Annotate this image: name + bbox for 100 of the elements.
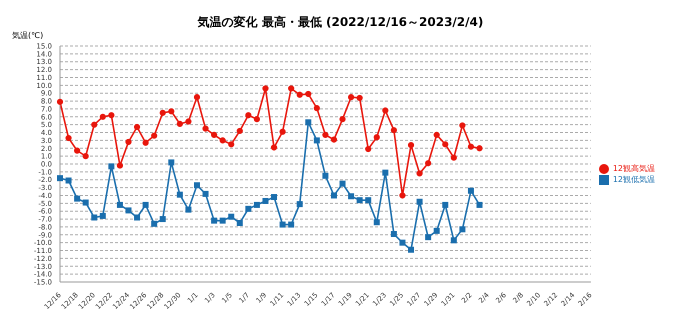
- point: [450, 237, 457, 244]
- point: [271, 194, 278, 200]
- point: [160, 216, 166, 222]
- point: [151, 220, 158, 227]
- point: [374, 219, 380, 226]
- point: [254, 116, 260, 122]
- point: [425, 234, 432, 240]
- point: [434, 132, 440, 138]
- point: [176, 192, 183, 198]
- point: [56, 98, 64, 105]
- point: [228, 214, 234, 220]
- point: [57, 175, 63, 182]
- point: [382, 170, 388, 176]
- point: [468, 188, 474, 194]
- point: [185, 206, 192, 213]
- point: [125, 138, 132, 146]
- point: [339, 116, 346, 122]
- legend-label: 12観高気温: [612, 164, 655, 173]
- point: [382, 107, 388, 114]
- point: [305, 119, 312, 126]
- point: [100, 212, 106, 219]
- point: [220, 218, 226, 224]
- point: [211, 218, 218, 224]
- chart-title: 気温の変化 最高・最低 (2022/12/16～2023/2/4): [196, 14, 484, 31]
- point: [194, 94, 200, 100]
- point: [245, 112, 252, 118]
- point: [330, 192, 337, 198]
- point: [91, 122, 98, 128]
- point: [296, 92, 303, 98]
- legend-label: 12観低気温: [612, 175, 655, 184]
- point: [356, 94, 363, 102]
- point: [270, 144, 278, 151]
- point: [202, 190, 209, 197]
- point: [450, 154, 457, 161]
- point: [254, 202, 260, 208]
- point: [66, 178, 72, 184]
- point: [434, 228, 440, 234]
- point: [399, 192, 406, 199]
- point: [160, 110, 166, 116]
- point: [202, 126, 209, 132]
- point: [314, 105, 320, 112]
- point: [82, 153, 89, 160]
- point: [442, 141, 448, 148]
- point: [74, 148, 80, 154]
- point: [245, 206, 252, 212]
- point: [442, 202, 448, 208]
- point: [168, 159, 174, 166]
- point: [211, 132, 218, 138]
- point: [220, 137, 226, 144]
- point: [134, 214, 140, 220]
- point: [262, 198, 268, 204]
- point: [305, 90, 312, 98]
- point: [425, 160, 432, 166]
- point: [476, 145, 483, 152]
- point: [322, 132, 329, 138]
- point: [176, 120, 183, 127]
- point: [91, 214, 98, 220]
- point: [142, 202, 149, 208]
- point: [399, 240, 406, 246]
- point: [65, 134, 72, 142]
- point: [356, 197, 363, 204]
- y-axis-title: 気温(℃): [12, 30, 44, 41]
- point: [116, 202, 123, 208]
- point: [390, 127, 397, 134]
- point: [108, 163, 114, 170]
- point: [74, 196, 80, 202]
- point: [108, 112, 114, 118]
- point: [476, 202, 483, 208]
- point: [125, 207, 132, 214]
- point: [330, 136, 338, 143]
- point: [100, 114, 106, 120]
- point: [408, 246, 414, 253]
- point: [348, 94, 354, 100]
- point: [228, 141, 234, 148]
- point: [116, 162, 124, 169]
- point: [142, 140, 149, 146]
- point: [296, 201, 303, 208]
- point: [151, 132, 158, 139]
- point: [288, 85, 294, 92]
- point: [236, 220, 243, 226]
- point: [236, 128, 243, 134]
- point: [365, 146, 372, 152]
- point: [168, 108, 174, 114]
- point: [262, 85, 269, 92]
- point: [194, 182, 200, 188]
- point: [322, 172, 328, 179]
- point: [82, 200, 89, 206]
- point: [459, 226, 466, 232]
- point: [390, 231, 397, 238]
- point: [185, 118, 192, 125]
- point: [348, 193, 354, 200]
- point: [288, 222, 294, 228]
- point: [468, 144, 474, 150]
- point: [416, 170, 423, 177]
- point: [459, 122, 466, 129]
- point: [314, 137, 320, 144]
- point: [134, 124, 140, 130]
- point: [280, 222, 286, 228]
- point: [374, 134, 380, 140]
- point: [365, 197, 372, 204]
